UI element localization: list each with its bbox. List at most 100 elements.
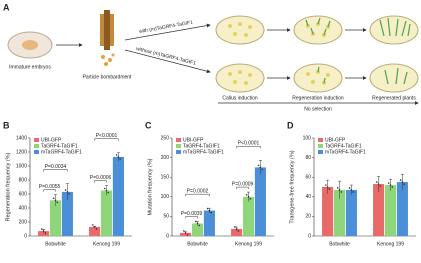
legend-swatch — [176, 150, 181, 154]
y-tick-label: 0 — [24, 233, 27, 239]
legend-swatch — [318, 138, 323, 142]
data-dot — [249, 198, 252, 200]
legend-label: TaGRF4-TaGIF1 — [183, 143, 220, 149]
bar — [322, 187, 334, 236]
bar — [180, 232, 192, 236]
data-dot — [247, 196, 250, 198]
p-value: P=0.0055 — [39, 184, 61, 190]
data-dot — [208, 209, 211, 212]
data-dot — [44, 232, 47, 234]
bracket — [185, 216, 198, 219]
data-dot — [261, 168, 264, 171]
p-value: P=0.0034 — [45, 164, 67, 170]
x-tick-label: Bobwhite — [329, 241, 350, 247]
p-value: P=0.0009 — [232, 181, 254, 187]
panel-label: A — [3, 2, 10, 12]
data-dot — [183, 230, 185, 232]
y-axis-label: Transgene-free frequency (%) — [289, 150, 295, 223]
data-dot — [54, 199, 57, 202]
data-dot — [348, 187, 351, 189]
data-dot — [235, 228, 238, 230]
data-dot — [66, 191, 69, 193]
y-tick-label: 0 — [166, 233, 169, 239]
data-dot — [206, 207, 209, 210]
arrows — [218, 28, 419, 105]
data-dot — [336, 187, 339, 189]
panel-label: B — [3, 120, 10, 130]
data-dot — [68, 193, 70, 195]
without-label: without (m)TaGRF4-TaGIF1 — [135, 46, 196, 67]
data-dot — [352, 191, 355, 193]
arrow — [124, 23, 211, 41]
bar — [38, 231, 50, 236]
p-value: P<0.0001 — [238, 141, 260, 147]
data-dot — [325, 184, 327, 186]
y-axis-label: Mutation frequency (%) — [147, 158, 153, 215]
data-dot — [105, 189, 108, 192]
legend-label: mTaGRF4-TaGIF1 — [183, 149, 224, 155]
legend-label: TaGRF4-TaGIF1 — [325, 143, 362, 149]
x-tick-label: Kenong 199 — [377, 241, 404, 247]
bar — [396, 182, 408, 236]
data-dot — [338, 189, 341, 191]
y-tick-label: 80 — [305, 155, 311, 161]
no-selection: No selection — [304, 106, 332, 112]
shoots — [305, 17, 411, 85]
p-value: P=0.0006 — [90, 175, 112, 181]
data-dot — [379, 185, 382, 187]
p-value: P=0.0039 — [181, 211, 203, 217]
data-dot — [95, 228, 98, 230]
legend-label: mTaGRF4-TaGIF1 — [41, 149, 82, 155]
bar — [254, 167, 266, 236]
legend-swatch — [318, 144, 323, 148]
data-dot — [401, 181, 404, 183]
legend-label: UBI-GFP — [183, 137, 204, 143]
x-tick-label: Kenong 199 — [93, 241, 120, 247]
x-tick-label: Bobwhite — [45, 241, 66, 247]
stage-label: Regenerated plants — [372, 95, 416, 101]
embryo-dish — [7, 31, 53, 59]
x-tick-label: Kenong 199 — [235, 241, 262, 247]
data-dot — [198, 224, 201, 227]
calli — [228, 22, 330, 85]
y-tick-label: 200 — [19, 219, 28, 225]
y-tick-label: 100 — [303, 135, 312, 141]
y-tick-label: 1400 — [16, 135, 27, 141]
data-dot — [56, 201, 59, 204]
data-dot — [259, 166, 262, 169]
data-dot — [245, 194, 248, 196]
y-tick-label: 1200 — [16, 149, 27, 155]
bar — [333, 189, 346, 236]
data-dot — [93, 226, 96, 228]
bar — [49, 200, 62, 236]
legend-swatch — [34, 144, 39, 148]
bar — [61, 191, 73, 236]
data-dot — [117, 156, 120, 158]
bracket — [43, 189, 56, 192]
data-dot — [64, 189, 67, 191]
y-tick-label: 250 — [161, 135, 170, 141]
stage-label: Regeneration induction — [292, 95, 344, 101]
data-dot — [107, 191, 110, 194]
bracket — [43, 169, 68, 172]
x-tick-label: Bobwhite — [187, 241, 208, 247]
y-tick-label: 60 — [305, 175, 311, 181]
gene-gun — [100, 10, 115, 66]
bracket — [236, 186, 249, 190]
panel-label: C — [145, 120, 152, 130]
y-axis-label: Regeneration frequency (%) — [5, 152, 11, 221]
data-dot — [210, 211, 212, 214]
y-tick-label: 20 — [305, 214, 311, 220]
legend-swatch — [176, 144, 181, 148]
legend-swatch — [34, 150, 39, 154]
legend-swatch — [34, 138, 39, 142]
y-tick-label: 100 — [161, 194, 170, 200]
bar — [89, 226, 101, 236]
data-dot — [389, 184, 392, 186]
bracket — [94, 180, 107, 183]
data-dot — [186, 234, 189, 236]
y-tick-label: 800 — [19, 177, 28, 183]
y-tick-label: 0 — [308, 233, 311, 239]
data-dot — [340, 191, 343, 193]
data-dot — [184, 232, 187, 234]
